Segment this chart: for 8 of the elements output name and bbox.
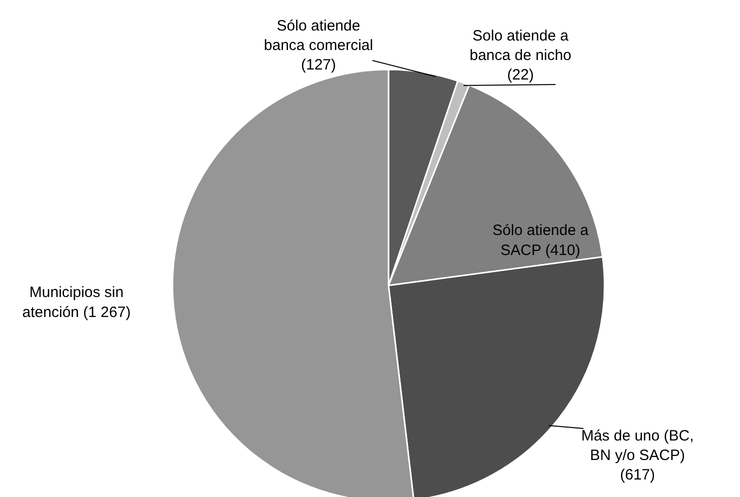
slice-label: Más de uno (BC, BN y/o SACP) [581,427,694,464]
data-label: (617) [620,466,656,484]
data-label: (127) [300,56,336,74]
slice-label: Municipios sin atención (1 267) [22,284,131,321]
slice-label: Solo atiende a banca de nicho [470,27,572,64]
slice-label: Sólo atiende banca comercial [264,17,374,54]
data-label: (22) [507,66,534,84]
slice-label: Sólo atiende a SACP (410) [492,222,590,259]
